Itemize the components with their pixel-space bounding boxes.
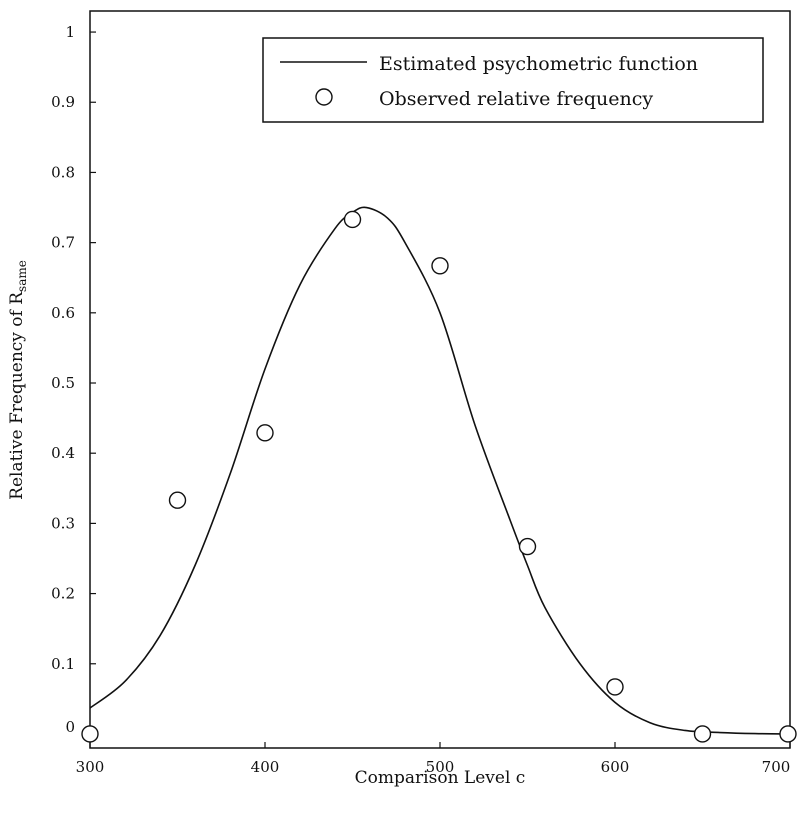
y-tick-label: 0.4 (51, 444, 75, 462)
y-tick-label: 0.1 (51, 655, 75, 673)
x-tick-label: 400 (251, 758, 280, 776)
observed-point (168, 491, 187, 509)
x-axis-label: Comparison Level c (355, 768, 526, 788)
observed-point (779, 725, 797, 743)
y-tick-label: 1 (65, 23, 75, 41)
observed-points (81, 210, 797, 743)
observed-point (518, 537, 537, 556)
observed-point (343, 210, 362, 229)
x-tick-label: 300 (76, 758, 105, 776)
observed-point (431, 257, 449, 275)
y-tick-label: 0.3 (51, 514, 75, 532)
x-axis: 300 400 500 600 700 (76, 742, 791, 776)
observed-point (81, 725, 99, 743)
y-axis-label-main: Relative Frequency of R (7, 291, 27, 500)
y-tick-label: 0.8 (51, 163, 75, 181)
observed-point (256, 424, 274, 442)
y-tick-label: 0.9 (51, 93, 75, 111)
observed-point (693, 725, 712, 743)
y-axis-label-subscript: same (15, 260, 29, 292)
y-tick-label: 0.5 (51, 374, 75, 392)
legend: Estimated psychometric function Observed… (262, 37, 764, 123)
y-tick-label: 0.2 (51, 585, 75, 603)
y-tick-label: 0.7 (51, 234, 75, 252)
y-axis-label: Relative Frequency of Rsame (7, 260, 29, 500)
legend-label-line: Estimated psychometric function (379, 53, 698, 75)
y-axis: 0 0.1 0.2 0.3 0.4 0.5 0.6 0.7 0.8 0.9 1 (51, 23, 96, 736)
y-tick-label: 0.6 (51, 304, 75, 322)
psychometric-function-line (89, 206, 791, 735)
observed-point (606, 678, 624, 696)
legend-circle-swatch (315, 88, 333, 106)
x-tick-label: 600 (601, 758, 630, 776)
legend-label-points: Observed relative frequency (379, 88, 653, 110)
x-tick-label: 500 (426, 758, 455, 776)
x-tick-label: 700 (762, 758, 791, 776)
legend-box (262, 37, 764, 123)
y-tick-label: 0 (65, 718, 75, 736)
